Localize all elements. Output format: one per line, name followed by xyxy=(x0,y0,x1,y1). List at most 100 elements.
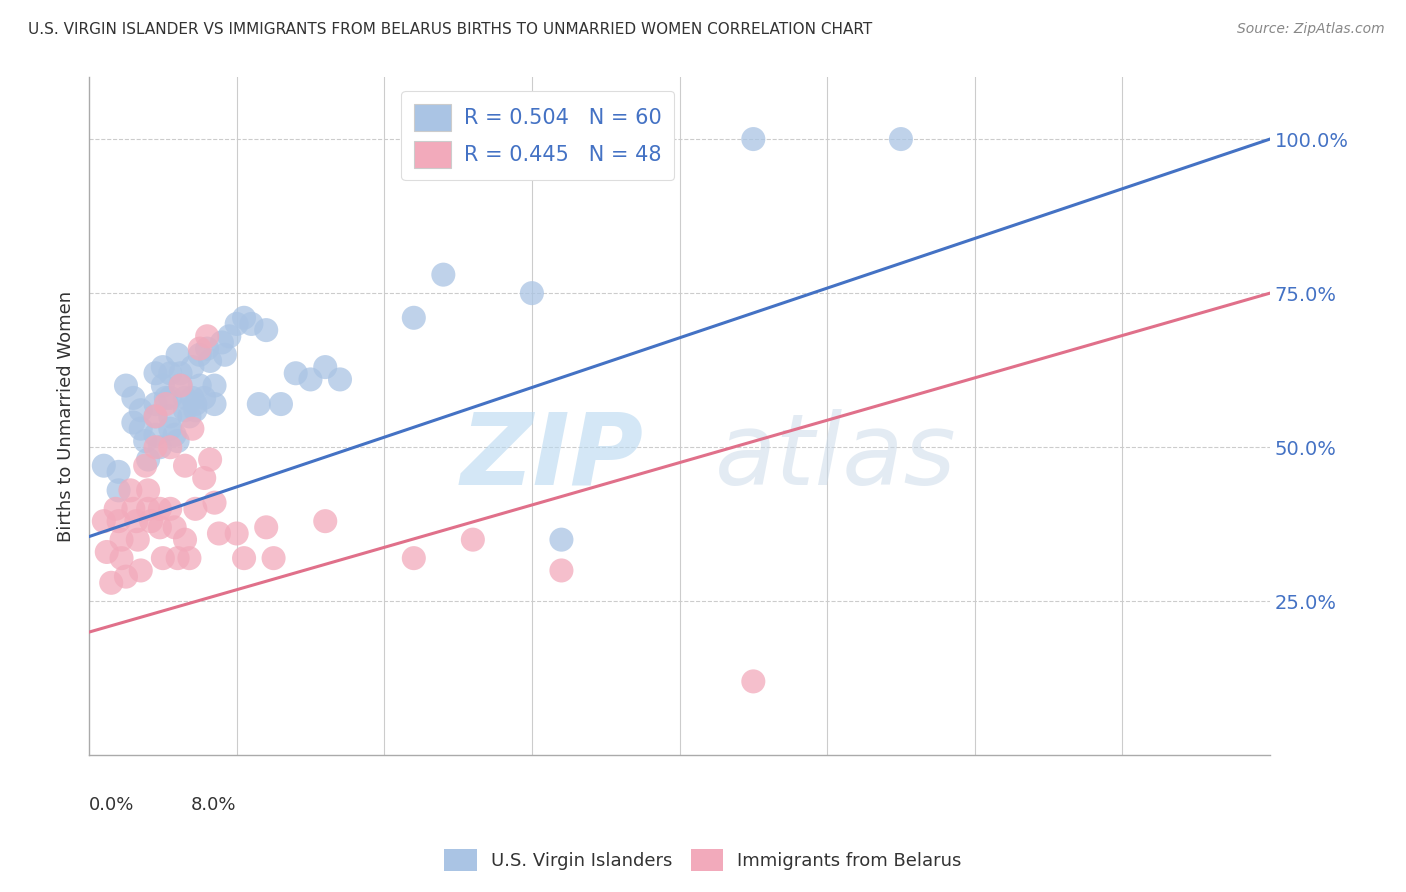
Point xyxy=(204,397,226,411)
Point xyxy=(402,310,425,325)
Text: ZIP: ZIP xyxy=(461,409,644,506)
Point xyxy=(129,403,152,417)
Point xyxy=(122,391,145,405)
Point xyxy=(166,551,188,566)
Point xyxy=(159,391,181,405)
Point xyxy=(188,348,211,362)
Point xyxy=(145,409,167,424)
Point xyxy=(181,391,204,405)
Point xyxy=(742,132,765,146)
Point xyxy=(169,378,191,392)
Point xyxy=(181,422,204,436)
Point xyxy=(139,514,162,528)
Point xyxy=(129,422,152,436)
Point xyxy=(329,372,352,386)
Point xyxy=(136,452,159,467)
Point xyxy=(193,471,215,485)
Point xyxy=(188,378,211,392)
Point xyxy=(145,428,167,442)
Point xyxy=(145,366,167,380)
Point xyxy=(122,501,145,516)
Point xyxy=(204,496,226,510)
Point xyxy=(166,348,188,362)
Point xyxy=(402,551,425,566)
Point xyxy=(254,323,277,337)
Point xyxy=(93,458,115,473)
Point xyxy=(174,458,197,473)
Point xyxy=(127,533,149,547)
Point xyxy=(145,440,167,454)
Point xyxy=(184,501,207,516)
Point xyxy=(240,317,263,331)
Point xyxy=(314,514,336,528)
Point xyxy=(159,366,181,380)
Point xyxy=(166,434,188,448)
Text: U.S. VIRGIN ISLANDER VS IMMIGRANTS FROM BELARUS BIRTHS TO UNMARRIED WOMEN CORREL: U.S. VIRGIN ISLANDER VS IMMIGRANTS FROM … xyxy=(28,22,872,37)
Point xyxy=(179,409,201,424)
Point xyxy=(198,354,221,368)
Point xyxy=(195,342,218,356)
Point xyxy=(129,564,152,578)
Point xyxy=(155,391,177,405)
Point xyxy=(233,551,256,566)
Point xyxy=(214,348,236,362)
Point xyxy=(136,501,159,516)
Point xyxy=(263,551,285,566)
Legend: R = 0.504   N = 60, R = 0.445   N = 48: R = 0.504 N = 60, R = 0.445 N = 48 xyxy=(402,91,675,180)
Point xyxy=(149,501,172,516)
Point xyxy=(115,569,138,583)
Point xyxy=(100,575,122,590)
Point xyxy=(270,397,292,411)
Point xyxy=(461,533,484,547)
Point xyxy=(96,545,118,559)
Point xyxy=(432,268,454,282)
Text: 8.0%: 8.0% xyxy=(191,796,236,814)
Point xyxy=(314,360,336,375)
Point xyxy=(179,551,201,566)
Text: Source: ZipAtlas.com: Source: ZipAtlas.com xyxy=(1237,22,1385,37)
Point xyxy=(169,378,191,392)
Point xyxy=(152,360,174,375)
Text: atlas: atlas xyxy=(714,409,956,506)
Point xyxy=(184,397,207,411)
Point xyxy=(110,533,132,547)
Point xyxy=(520,286,543,301)
Point xyxy=(104,501,127,516)
Point xyxy=(125,514,148,528)
Point xyxy=(742,674,765,689)
Point xyxy=(122,416,145,430)
Point xyxy=(159,501,181,516)
Point xyxy=(550,564,572,578)
Text: 0.0%: 0.0% xyxy=(89,796,135,814)
Point xyxy=(218,329,240,343)
Point xyxy=(134,434,156,448)
Point xyxy=(149,520,172,534)
Point xyxy=(149,440,172,454)
Point xyxy=(107,483,129,498)
Point xyxy=(93,514,115,528)
Point xyxy=(225,526,247,541)
Point xyxy=(233,310,256,325)
Point xyxy=(145,409,167,424)
Y-axis label: Births to Unmarried Women: Births to Unmarried Women xyxy=(58,291,75,542)
Point xyxy=(299,372,322,386)
Point xyxy=(550,533,572,547)
Point xyxy=(204,378,226,392)
Point xyxy=(208,526,231,541)
Point xyxy=(115,378,138,392)
Point xyxy=(120,483,142,498)
Point xyxy=(145,397,167,411)
Point xyxy=(188,342,211,356)
Point xyxy=(198,452,221,467)
Point xyxy=(211,335,233,350)
Point xyxy=(174,391,197,405)
Point xyxy=(110,551,132,566)
Point xyxy=(181,360,204,375)
Point xyxy=(155,397,177,411)
Point xyxy=(152,378,174,392)
Point xyxy=(163,520,186,534)
Point xyxy=(225,317,247,331)
Point xyxy=(152,551,174,566)
Point xyxy=(107,465,129,479)
Point xyxy=(134,458,156,473)
